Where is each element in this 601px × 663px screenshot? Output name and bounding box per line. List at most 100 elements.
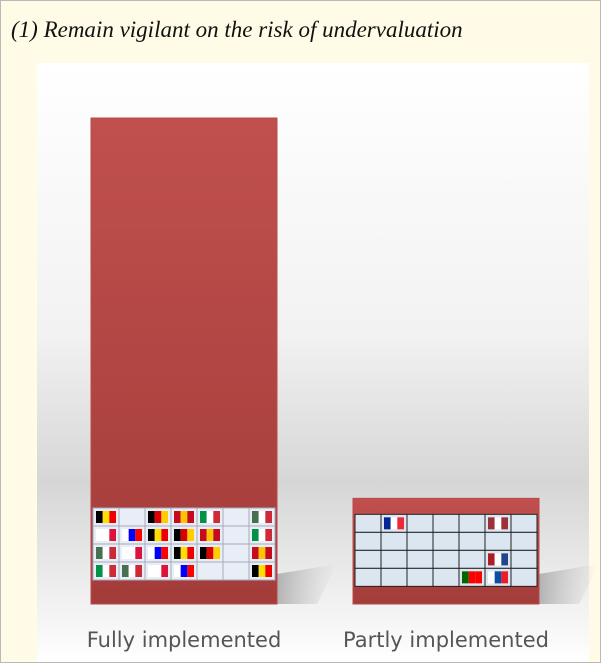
flag bbox=[161, 529, 168, 541]
flag bbox=[494, 571, 502, 584]
flag-cell bbox=[380, 531, 408, 551]
flag bbox=[200, 529, 207, 541]
flag-cell bbox=[222, 543, 250, 563]
flag bbox=[494, 517, 502, 530]
flag-cell bbox=[406, 531, 434, 551]
flag bbox=[109, 565, 116, 577]
flag bbox=[187, 565, 194, 577]
flag bbox=[213, 511, 220, 523]
flag-cell bbox=[354, 513, 382, 533]
flag-cell bbox=[222, 525, 250, 545]
flag bbox=[206, 547, 214, 559]
flag-cell bbox=[406, 549, 434, 569]
flag bbox=[174, 565, 181, 577]
flag bbox=[468, 571, 476, 584]
flag bbox=[161, 547, 168, 559]
flag-cell bbox=[406, 567, 434, 587]
flag bbox=[174, 547, 181, 559]
flag bbox=[122, 529, 129, 541]
flag bbox=[213, 529, 220, 541]
flag-cell bbox=[510, 531, 538, 551]
flag bbox=[488, 517, 495, 530]
flag bbox=[252, 511, 259, 523]
flag-cell bbox=[510, 549, 538, 569]
flag-cell bbox=[432, 567, 460, 587]
flag bbox=[206, 529, 214, 541]
x-tick-label: Fully implemented bbox=[87, 628, 282, 652]
flag-cell bbox=[354, 531, 382, 551]
flag-cell bbox=[458, 513, 486, 533]
flag bbox=[102, 529, 110, 541]
flag bbox=[265, 529, 272, 541]
flag-cell bbox=[118, 507, 146, 527]
flag bbox=[109, 547, 116, 559]
flag bbox=[258, 529, 266, 541]
flag bbox=[397, 517, 404, 530]
flag-cell bbox=[510, 567, 538, 587]
flag bbox=[180, 547, 188, 559]
flag bbox=[102, 547, 110, 559]
flag-cell bbox=[354, 549, 382, 569]
flag bbox=[384, 517, 391, 530]
flag-cell bbox=[196, 561, 224, 581]
flag bbox=[265, 547, 272, 559]
flag bbox=[102, 565, 110, 577]
bar-shadow bbox=[277, 564, 337, 604]
flag-cell bbox=[222, 507, 250, 527]
flag bbox=[122, 565, 129, 577]
x-tick-label: Partly implemented bbox=[343, 628, 549, 652]
flag bbox=[96, 547, 103, 559]
flag bbox=[148, 565, 155, 577]
flag-cell bbox=[380, 567, 408, 587]
flag bbox=[258, 511, 266, 523]
flag bbox=[187, 511, 194, 523]
flag-cell bbox=[432, 531, 460, 551]
flag bbox=[154, 547, 162, 559]
flag bbox=[488, 571, 495, 584]
bar-shadow bbox=[539, 564, 599, 604]
flag bbox=[174, 529, 181, 541]
flag bbox=[128, 565, 136, 577]
flag bbox=[501, 553, 508, 566]
flag bbox=[161, 511, 168, 523]
flag bbox=[206, 511, 214, 523]
flag bbox=[180, 511, 188, 523]
flag bbox=[213, 547, 220, 559]
flag bbox=[265, 565, 272, 577]
flag-cell bbox=[406, 513, 434, 533]
flag bbox=[135, 547, 142, 559]
flag bbox=[154, 529, 162, 541]
flag bbox=[109, 511, 116, 523]
flag bbox=[265, 511, 272, 523]
flag bbox=[96, 511, 103, 523]
flag bbox=[252, 547, 259, 559]
flag bbox=[501, 517, 508, 530]
flag-cell bbox=[432, 513, 460, 533]
flag bbox=[187, 529, 194, 541]
flag bbox=[258, 547, 266, 559]
flag-cell bbox=[222, 561, 250, 581]
flag bbox=[154, 511, 162, 523]
flag bbox=[200, 547, 207, 559]
flag bbox=[494, 553, 502, 566]
flag bbox=[200, 511, 207, 523]
flag bbox=[252, 529, 259, 541]
flag-cell bbox=[354, 567, 382, 587]
flag bbox=[501, 571, 508, 584]
flag bbox=[475, 571, 482, 584]
flag bbox=[252, 565, 259, 577]
flag bbox=[109, 529, 116, 541]
flag-cell bbox=[432, 549, 460, 569]
flag bbox=[128, 529, 136, 541]
chart-title: (1) Remain vigilant on the risk of under… bbox=[11, 17, 463, 42]
flag bbox=[135, 529, 142, 541]
flag-cell bbox=[484, 531, 512, 551]
flag bbox=[180, 565, 188, 577]
flag bbox=[161, 565, 168, 577]
flag bbox=[390, 517, 398, 530]
flag bbox=[96, 565, 103, 577]
flag bbox=[128, 547, 136, 559]
flag bbox=[135, 565, 142, 577]
flag bbox=[148, 511, 155, 523]
